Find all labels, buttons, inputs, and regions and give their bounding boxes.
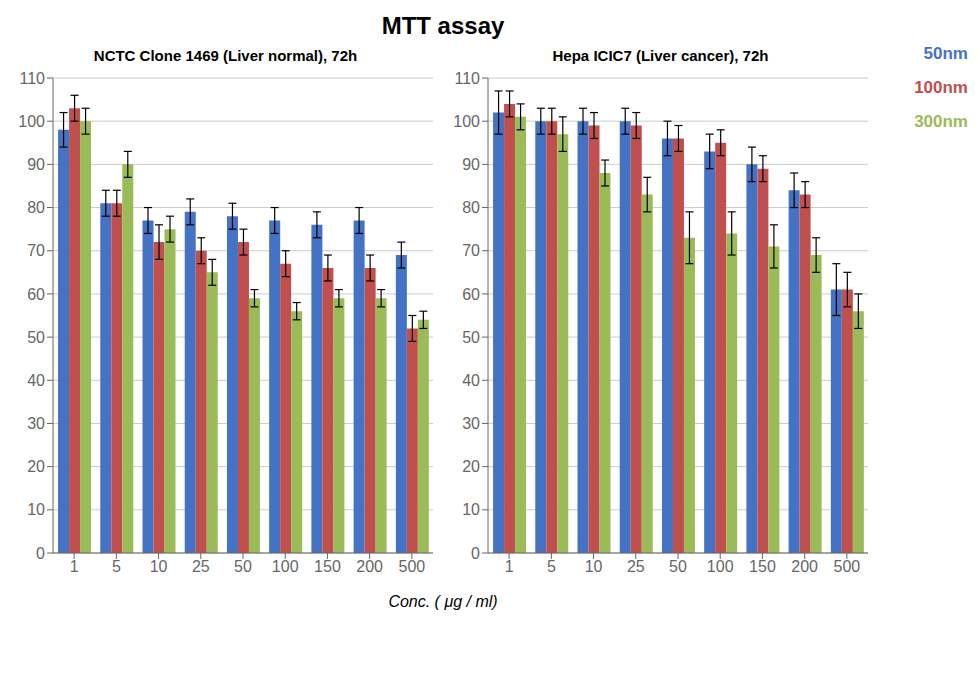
- svg-text:40: 40: [27, 372, 45, 389]
- svg-text:60: 60: [27, 286, 45, 303]
- html-text:NCTC Clone 1469 (Liver normal): NCTC Clone 1469 (Liver normal), 72h: [93, 47, 358, 64]
- html-text:Conc. ( μg / ml): Conc. ( μg / ml): [388, 593, 498, 610]
- svg-text:0: 0: [471, 545, 480, 562]
- svg-text:30: 30: [27, 415, 45, 432]
- svg-text:110: 110: [19, 70, 45, 87]
- svg-text:80: 80: [462, 199, 480, 216]
- svg-text:10: 10: [462, 501, 480, 518]
- html-text:300nm: 300nm: [914, 112, 968, 131]
- svg-text:100: 100: [272, 558, 299, 575]
- svg-text:25: 25: [627, 558, 645, 575]
- svg-text:110: 110: [454, 70, 480, 87]
- svg-text:10: 10: [27, 501, 45, 518]
- svg-text:500: 500: [834, 558, 861, 575]
- html-text:100nm: 100nm: [914, 78, 968, 97]
- svg-text:40: 40: [462, 372, 480, 389]
- html-text:Hepa ICIC7 (Liver cancer), 72h: Hepa ICIC7 (Liver cancer), 72h: [552, 47, 769, 64]
- svg-text:50: 50: [669, 558, 687, 575]
- svg-text:5: 5: [112, 558, 121, 575]
- svg-text:1: 1: [505, 558, 514, 575]
- svg-text:20: 20: [462, 458, 480, 475]
- svg-text:150: 150: [749, 558, 776, 575]
- svg-text:70: 70: [462, 242, 480, 259]
- svg-text:30: 30: [462, 415, 480, 432]
- html-text:50nm: 50nm: [923, 44, 968, 63]
- svg-text:90: 90: [462, 156, 480, 173]
- svg-text:25: 25: [192, 558, 210, 575]
- svg-text:500: 500: [399, 558, 426, 575]
- svg-text:70: 70: [27, 242, 45, 259]
- svg-text:100: 100: [707, 558, 734, 575]
- svg-text:10: 10: [585, 558, 603, 575]
- svg-text:90: 90: [27, 156, 45, 173]
- svg-text:5: 5: [547, 558, 556, 575]
- svg-text:200: 200: [791, 558, 818, 575]
- svg-text:20: 20: [27, 458, 45, 475]
- svg-text:80: 80: [27, 199, 45, 216]
- svg-text:150: 150: [314, 558, 341, 575]
- svg-text:50: 50: [234, 558, 252, 575]
- html-text:MTT assay: MTT assay: [381, 12, 505, 39]
- svg-text:0: 0: [36, 545, 45, 562]
- svg-text:50: 50: [27, 329, 45, 346]
- svg-text:1: 1: [70, 558, 79, 575]
- svg-text:10: 10: [150, 558, 168, 575]
- svg-text:100: 100: [18, 113, 45, 130]
- svg-text:50: 50: [462, 329, 480, 346]
- svg-text:100: 100: [453, 113, 480, 130]
- svg-text:60: 60: [462, 286, 480, 303]
- svg-text:200: 200: [356, 558, 383, 575]
